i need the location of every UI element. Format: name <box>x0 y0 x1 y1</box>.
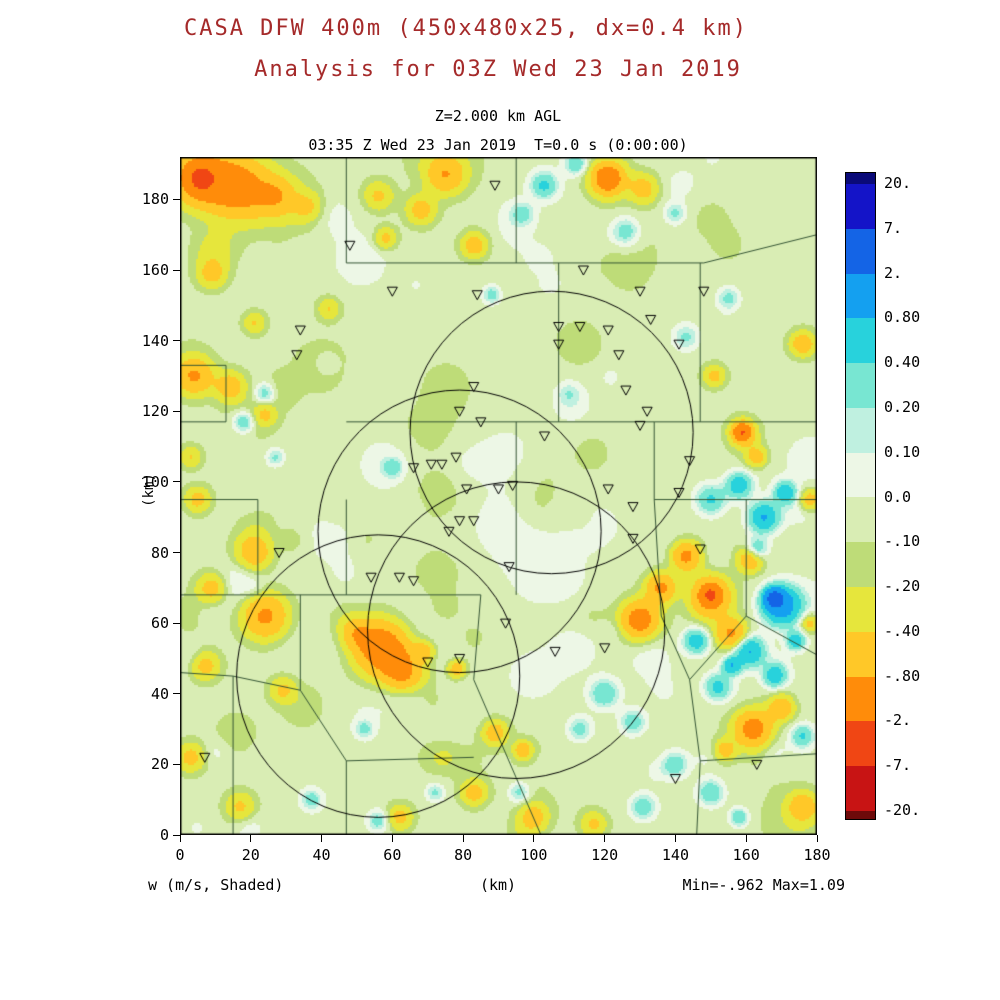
y-tick-mark <box>173 198 180 200</box>
colorbar-segment <box>846 173 875 184</box>
colorbar-label: 0.10 <box>884 442 921 461</box>
x-tick-label: 140 <box>661 846 689 864</box>
colorbar-segment <box>846 184 875 229</box>
colorbar-segment <box>846 542 875 588</box>
minmax-label: Min=-.962 Max=1.09 <box>682 876 845 894</box>
colorbar-label: 2. <box>884 263 903 282</box>
colorbar-label: 0.40 <box>884 353 921 372</box>
map-canvas <box>180 157 817 835</box>
y-tick-mark <box>173 410 180 412</box>
colorbar-segment <box>846 676 875 722</box>
y-tick-label: 80 <box>150 543 169 562</box>
colorbar-segment <box>846 810 875 819</box>
y-tick-label: 20 <box>150 755 169 774</box>
colorbar-label: -20. <box>884 801 921 819</box>
x-tick-mark <box>816 835 818 842</box>
colorbar-label: 20. <box>884 174 912 192</box>
x-tick-label: 120 <box>591 846 619 864</box>
y-tick-mark <box>173 340 180 342</box>
y-tick-mark <box>173 834 180 836</box>
x-tick-mark <box>179 835 181 842</box>
y-tick-label: 40 <box>150 684 169 703</box>
colorbar-segment <box>846 407 875 453</box>
y-tick-label: 140 <box>141 331 169 350</box>
colorbar-segment <box>846 318 875 364</box>
x-tick-mark <box>674 835 676 842</box>
x-tick-mark <box>321 835 323 842</box>
x-tick-mark <box>533 835 535 842</box>
x-tick-label: 40 <box>312 846 331 864</box>
x-tick-mark <box>391 835 393 842</box>
colorbar-segment <box>846 497 875 543</box>
colorbar-label: 0.20 <box>884 397 921 416</box>
colorbar-segment <box>846 228 875 274</box>
variable-label: w (m/s, Shaded) <box>148 876 284 894</box>
time-label: 03:35 Z Wed 23 Jan 2019 T=0.0 s (0:00:00… <box>308 136 688 154</box>
x-tick-mark <box>250 835 252 842</box>
x-axis-label: (km) <box>479 876 517 894</box>
x-tick-mark <box>604 835 606 842</box>
colorbar-segment <box>846 363 875 408</box>
y-tick-label: 100 <box>141 472 169 491</box>
plot-subtitle: Analysis for 03Z Wed 23 Jan 2019 <box>254 57 742 82</box>
colorbar-segment <box>846 452 875 498</box>
x-tick-label: 160 <box>732 846 760 864</box>
plot-title: CASA DFW 400m (450x480x25, dx=0.4 km) <box>183 16 749 41</box>
colorbar-label: 7. <box>884 218 903 237</box>
colorbar-label: -.40 <box>884 621 921 640</box>
colorbar-label: 0.80 <box>884 308 921 327</box>
colorbar-segment <box>846 631 875 677</box>
colorbar-label: -.80 <box>884 666 921 685</box>
colorbar-label: -.10 <box>884 532 921 551</box>
colorbar-segment <box>846 273 875 319</box>
colorbar-segment <box>846 721 875 767</box>
y-tick-mark <box>173 622 180 624</box>
y-tick-mark <box>173 763 180 765</box>
x-tick-label: 60 <box>383 846 402 864</box>
colorbar <box>845 172 876 820</box>
x-tick-mark <box>745 835 747 842</box>
y-tick-mark <box>173 481 180 483</box>
x-tick-mark <box>462 835 464 842</box>
x-tick-label: 20 <box>241 846 260 864</box>
map-plot-area <box>180 157 817 835</box>
x-tick-label: 180 <box>803 846 831 864</box>
colorbar-label: -.20 <box>884 577 921 596</box>
y-tick-label: 0 <box>159 826 169 844</box>
colorbar-label: 0.0 <box>884 487 912 506</box>
y-tick-mark <box>173 269 180 271</box>
y-tick-label: 120 <box>141 402 169 421</box>
colorbar-label: -7. <box>884 756 912 775</box>
colorbar-segment <box>846 587 875 632</box>
level-label: Z=2.000 km AGL <box>434 107 562 125</box>
y-tick-label: 160 <box>141 261 169 279</box>
colorbar-segment <box>846 766 875 811</box>
y-tick-mark <box>173 552 180 553</box>
x-tick-label: 80 <box>454 846 473 864</box>
x-tick-label: 100 <box>520 846 548 864</box>
y-tick-label: 60 <box>150 614 169 633</box>
x-tick-label: 0 <box>175 846 185 864</box>
colorbar-label: -2. <box>884 711 912 730</box>
y-tick-mark <box>173 693 180 695</box>
y-tick-label: 180 <box>141 190 169 209</box>
